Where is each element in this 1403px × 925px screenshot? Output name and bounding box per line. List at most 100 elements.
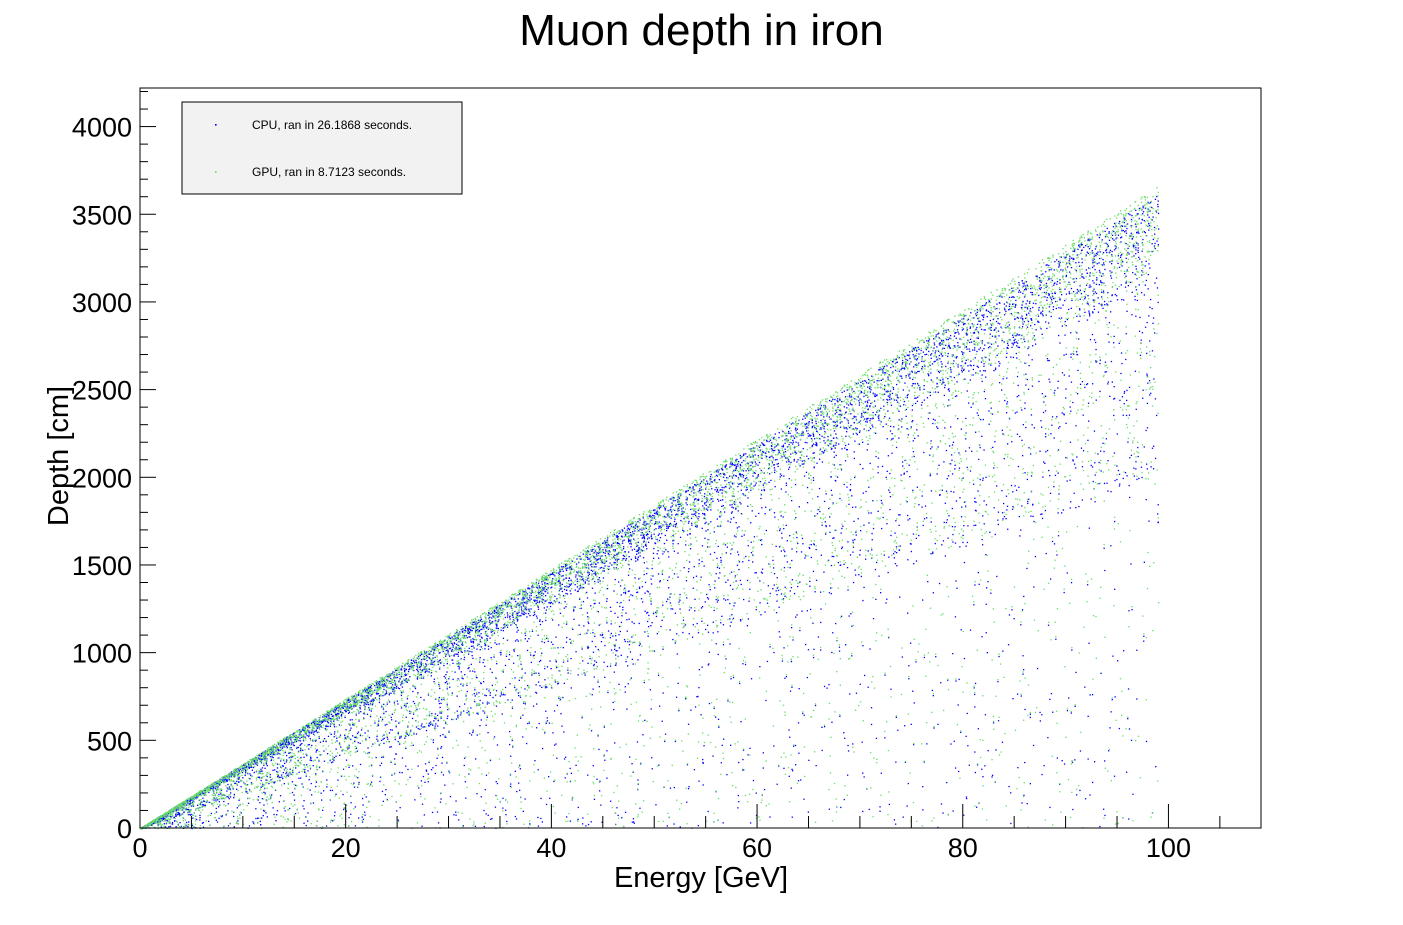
cpu-point <box>349 700 352 702</box>
cpu-point <box>445 655 447 657</box>
cpu-point <box>766 602 769 604</box>
cpu-point <box>1131 609 1133 611</box>
cpu-point <box>723 511 726 513</box>
cpu-point <box>1045 552 1047 555</box>
cpu-point <box>803 798 805 800</box>
cpu-point <box>485 813 487 815</box>
cpu-point <box>594 550 596 552</box>
cpu-point <box>365 697 367 699</box>
cpu-point <box>945 344 947 346</box>
cpu-point <box>979 324 982 326</box>
cpu-point <box>849 693 851 695</box>
cpu-point <box>431 712 433 715</box>
cpu-point <box>1052 296 1054 298</box>
cpu-point <box>520 717 522 719</box>
cpu-point <box>521 610 523 612</box>
cpu-point <box>389 729 392 731</box>
cpu-point <box>630 534 632 536</box>
cpu-point <box>605 560 608 562</box>
cpu-point <box>357 741 359 744</box>
cpu-point <box>1157 301 1159 304</box>
cpu-point <box>175 815 177 817</box>
cpu-point <box>643 523 645 525</box>
cpu-point <box>447 649 449 651</box>
cpu-point <box>237 777 239 779</box>
cpu-point <box>306 754 308 757</box>
cpu-point <box>482 627 485 629</box>
cpu-point <box>898 356 900 359</box>
cpu-point <box>318 737 320 739</box>
cpu-point <box>545 710 547 712</box>
cpu-point <box>542 747 544 750</box>
cpu-point <box>582 660 584 662</box>
cpu-point <box>383 713 385 715</box>
cpu-point <box>1107 383 1109 385</box>
cpu-point <box>626 708 628 710</box>
cpu-point <box>683 518 685 520</box>
cpu-point <box>379 764 381 767</box>
cpu-point <box>1070 410 1072 412</box>
cpu-point <box>403 669 406 672</box>
cpu-point <box>323 719 325 721</box>
cpu-point <box>202 804 204 806</box>
cpu-point <box>558 579 560 581</box>
cpu-point <box>777 465 779 468</box>
cpu-point <box>924 354 926 356</box>
cpu-point <box>1095 348 1097 351</box>
cpu-point <box>336 719 338 721</box>
cpu-point <box>859 549 861 551</box>
cpu-point <box>735 536 737 538</box>
cpu-point <box>930 354 932 356</box>
cpu-point <box>189 803 191 805</box>
cpu-point <box>943 330 945 332</box>
cpu-point <box>579 585 582 587</box>
cpu-point <box>625 558 628 560</box>
cpu-point <box>1141 332 1144 334</box>
cpu-point <box>1156 195 1158 198</box>
cpu-point <box>914 347 917 349</box>
cpu-point <box>668 587 670 589</box>
cpu-point <box>735 475 738 477</box>
cpu-point <box>627 527 629 529</box>
cpu-point <box>673 539 675 542</box>
cpu-point <box>192 800 194 802</box>
cpu-point <box>580 607 582 609</box>
cpu-point <box>691 636 694 638</box>
cpu-point <box>584 582 586 584</box>
cpu-point <box>562 647 564 649</box>
cpu-point <box>788 478 790 480</box>
cpu-point <box>977 331 980 333</box>
cpu-point <box>506 626 509 628</box>
cpu-point <box>392 671 394 673</box>
cpu-point <box>420 663 422 665</box>
cpu-point <box>1073 258 1075 260</box>
cpu-point <box>746 456 748 458</box>
cpu-point <box>326 716 328 718</box>
cpu-point <box>717 545 719 548</box>
cpu-point <box>724 480 726 482</box>
cpu-point <box>342 707 345 709</box>
cpu-point <box>372 743 374 745</box>
cpu-point <box>906 354 908 356</box>
cpu-point <box>1046 299 1048 301</box>
cpu-point <box>938 582 941 585</box>
cpu-point <box>976 337 978 339</box>
cpu-point <box>355 747 358 749</box>
cpu-point <box>292 771 294 774</box>
cpu-point <box>783 555 786 557</box>
cpu-point <box>1140 339 1142 341</box>
cpu-point <box>461 677 463 679</box>
cpu-point <box>882 370 884 372</box>
cpu-point <box>655 528 657 530</box>
cpu-point <box>952 441 955 443</box>
cpu-point <box>691 513 693 515</box>
cpu-point <box>862 380 864 382</box>
cpu-point <box>537 816 539 819</box>
cpu-point <box>863 586 865 589</box>
cpu-point <box>835 442 837 444</box>
cpu-point <box>952 362 954 365</box>
cpu-point <box>899 405 902 407</box>
cpu-point <box>771 455 773 457</box>
cpu-point <box>592 632 594 634</box>
cpu-point <box>538 582 540 584</box>
